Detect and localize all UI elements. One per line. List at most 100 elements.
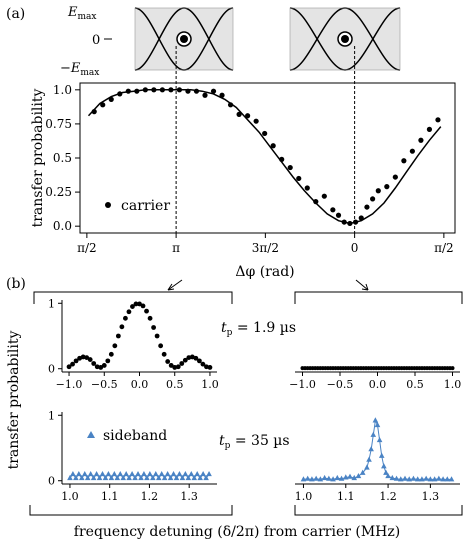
chart-a-ytick-label: 1.0 xyxy=(53,83,72,97)
chart-a-point xyxy=(125,88,131,94)
chart-b-br-xtick-label: 1.1 xyxy=(337,490,355,503)
chart-b-tl-point xyxy=(101,363,107,368)
chart-b-bl-ytick-label: 1 xyxy=(48,409,55,422)
bottom-brackets xyxy=(29,505,463,516)
chart-b-tl-point xyxy=(147,315,153,321)
chart-a-point xyxy=(418,137,424,143)
chart-b-br-point xyxy=(431,476,438,482)
chart-b-tl-point xyxy=(105,358,111,364)
chart-b-bl-line xyxy=(69,473,210,479)
chart-a-point xyxy=(435,117,441,123)
chart-a-point xyxy=(168,87,174,93)
chart-b-br-point xyxy=(397,476,404,482)
chart-a-point xyxy=(330,207,336,213)
chart-b-br-point xyxy=(376,436,383,443)
chart-a-point xyxy=(159,87,165,93)
panel-b-label: (b) xyxy=(6,276,26,292)
chart-b-tl-point xyxy=(119,324,125,330)
chart-b-tl-point xyxy=(123,315,128,321)
chart-b-br-point xyxy=(393,475,400,481)
chart-b-br-point xyxy=(364,464,370,470)
chart-b-tl-point xyxy=(144,308,149,314)
chart-b-bl-xtick-label: 1.2 xyxy=(141,490,159,503)
chart-b-br-point xyxy=(317,476,324,482)
chart-a-xtick-label: π/2 xyxy=(434,241,454,255)
chart-b-br-point xyxy=(389,474,396,481)
chart-b-br-point xyxy=(385,472,391,479)
chart-a-points xyxy=(91,87,441,227)
chart-b-br-point xyxy=(402,475,408,481)
chart-a-point xyxy=(304,185,310,191)
neg-emax-sub: max xyxy=(80,68,99,78)
chart-b-tl-point xyxy=(70,361,75,367)
panel-arrows xyxy=(167,279,369,291)
chart-b-bl-xtick-label: 1.0 xyxy=(61,490,79,503)
chart-b-br-point xyxy=(414,476,421,482)
chart-b-tl-point xyxy=(175,364,181,370)
chart-b-bottom-right: 1.0 1.1 1.2 1.3 xyxy=(295,417,460,503)
chart-a-point xyxy=(364,204,370,210)
chart-b-tl-ytick-label: 1 xyxy=(48,297,55,310)
chart-b-tl-point xyxy=(73,358,79,364)
chart-b-br-point xyxy=(436,475,442,481)
chart-b-tl-point xyxy=(158,343,164,349)
chart-b-tr-xtick-label: −0.5 xyxy=(327,378,354,391)
chart-a-point xyxy=(321,193,327,199)
energy-diagram-left xyxy=(134,7,234,71)
chart-a-xtick-label: 3π/2 xyxy=(252,241,279,255)
chart-b-tr-xtick-label: 0.5 xyxy=(406,378,424,391)
chart-b-br-point xyxy=(378,452,385,458)
chart-b-ylabel: transfer probability xyxy=(6,331,22,470)
chart-a-legend: carrier xyxy=(105,198,170,214)
chart-b-br-point xyxy=(366,456,372,462)
chart-b-xlabel: frequency detuning (δ/2π) from carrier (… xyxy=(74,524,400,540)
chart-a-point xyxy=(392,174,398,180)
chart-a-xtick-label: π xyxy=(172,241,180,255)
chart-b-top-left: −1.0 −0.5 0.0 0.5 1.0 0 1 xyxy=(48,297,219,391)
chart-b-top-right: −1.0 −0.5 0.0 0.5 1.0 xyxy=(289,366,461,391)
chart-b-tl-point xyxy=(133,301,139,307)
chart-b-br-point xyxy=(334,474,341,481)
chart-b-br-point xyxy=(383,469,389,475)
chart-b-br-point xyxy=(448,476,455,482)
zero-energy-label: 0 xyxy=(92,33,100,48)
chart-b-tl-point xyxy=(168,363,174,368)
chart-b-br-point xyxy=(347,473,353,479)
chart-b-br-point xyxy=(304,475,311,481)
panel-a-label: (a) xyxy=(6,6,25,22)
chart-b-tr-xtick-label: −1.0 xyxy=(289,378,316,391)
chart-b-br-point xyxy=(440,476,446,482)
chart-a-xtick-label: π/2 xyxy=(77,241,97,255)
chart-a-ytick-label: 0.25 xyxy=(45,185,72,199)
chart-b-br-point xyxy=(321,474,328,481)
chart-b-bottom-left: 1.0 1.1 1.2 1.3 0 1 xyxy=(48,409,217,503)
chart-b-tl-xtick-label: −1.0 xyxy=(56,378,83,391)
chart-a-point xyxy=(219,92,225,98)
chart-b-tl-point xyxy=(151,325,156,330)
chart-a-point xyxy=(287,164,293,171)
chart-a-point xyxy=(210,88,217,94)
tp-label-1: tp = 1.9 µs xyxy=(221,320,296,338)
chart-a-guides xyxy=(175,46,356,233)
chart-b-tr-xtick-label: 1.0 xyxy=(444,378,462,391)
energy-diagram-right xyxy=(289,7,401,71)
chart-b-br-point xyxy=(381,463,387,469)
chart-a-ytick-label: 0.75 xyxy=(45,117,72,131)
chart-b-br-point xyxy=(351,474,358,481)
chart-b-bl-xtick-label: 1.1 xyxy=(101,490,119,503)
sideband-legend: sideband xyxy=(87,428,167,444)
chart-a-point xyxy=(176,87,183,93)
chart-b-tl-point xyxy=(196,358,202,364)
chart-b-tl-xtick-label: 0.0 xyxy=(131,378,149,391)
chart-b-br-point xyxy=(444,476,451,482)
chart-a-ytick-label: 0.5 xyxy=(53,151,72,165)
chart-b-tl-point xyxy=(161,351,167,357)
chart-a-ticks: π/2 π 3π/2 0 π/2 0.0 0.25 0.5 0.75 1.0 xyxy=(45,83,453,255)
chart-b-br-point xyxy=(410,475,417,481)
chart-a-point xyxy=(375,188,381,194)
chart-b-br-point xyxy=(374,421,381,428)
chart-a-point xyxy=(384,184,390,190)
chart-b-tl-point xyxy=(87,357,93,362)
chart-a-point xyxy=(270,143,276,149)
chart-a-xtick-label: 0 xyxy=(351,241,359,255)
